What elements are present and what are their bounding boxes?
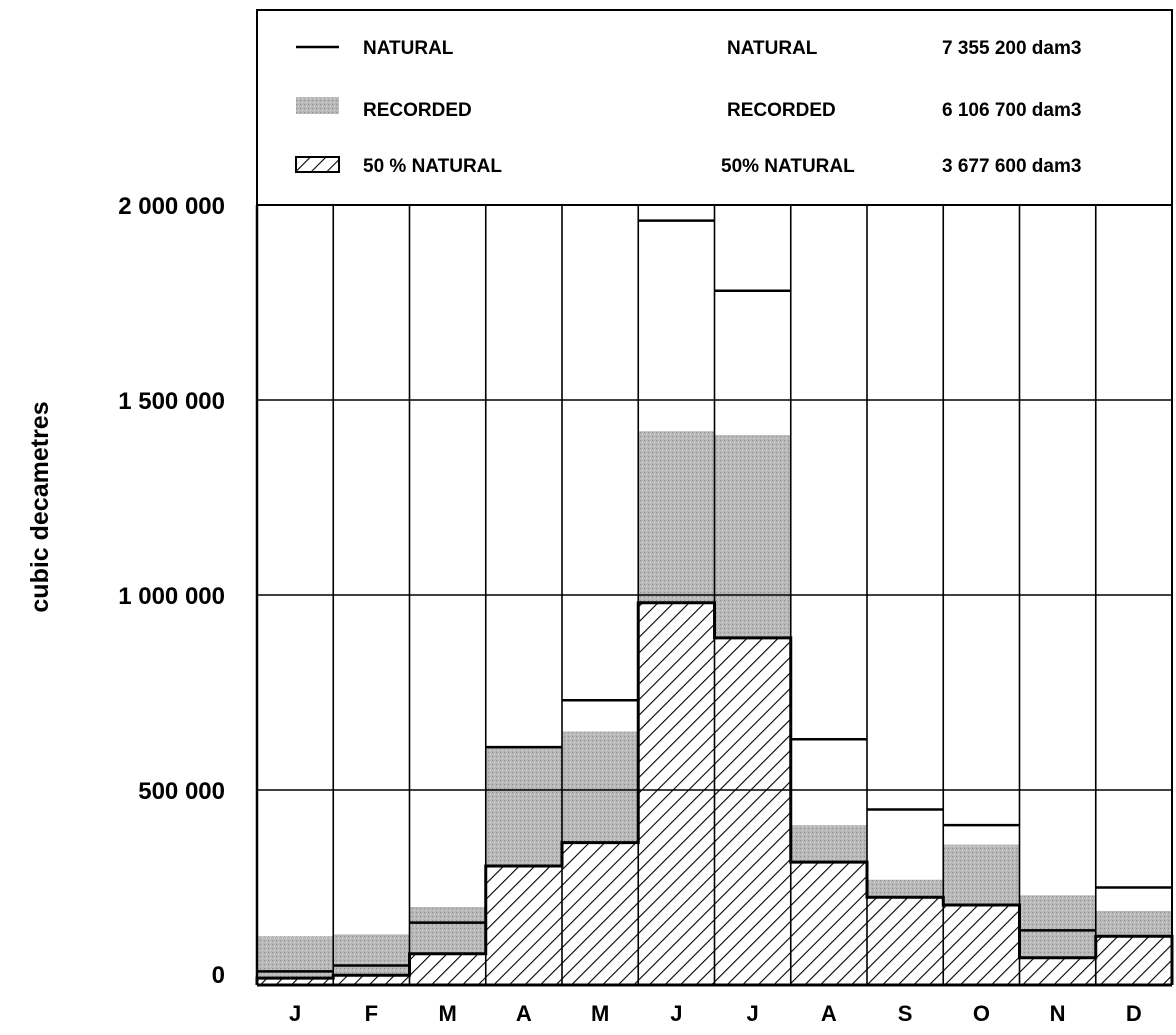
legend-total-label-hatched: 50% NATURAL (721, 156, 855, 177)
x-category-label: A (821, 1001, 837, 1026)
x-category-label: A (516, 1001, 532, 1026)
legend-recorded-swatch (296, 97, 339, 114)
half-natural-bar-11 (1019, 957, 1096, 985)
half-natural-bar-9 (867, 897, 944, 985)
y-tick-label: 1 000 000 (118, 583, 225, 610)
half-natural-bar-7 (714, 637, 791, 985)
y-tick-label: 0 (212, 962, 225, 989)
legend-hatched-swatch (295, 156, 340, 173)
half-natural-bar-5 (562, 842, 639, 985)
x-category-label: O (973, 1001, 990, 1026)
x-category-label: N (1050, 1001, 1066, 1026)
y-tick-label: 500 000 (138, 778, 225, 805)
half-natural-bar-10 (943, 905, 1020, 985)
x-category-label: J (289, 1001, 301, 1026)
half-natural-bar-3 (409, 953, 486, 985)
x-category-label: M (591, 1001, 609, 1026)
x-category-label: J (670, 1001, 682, 1026)
legend-total-label-recorded: RECORDED (727, 100, 836, 121)
half-natural-bar-2 (333, 975, 410, 985)
x-category-label: D (1126, 1001, 1142, 1026)
y-tick-label: 2 000 000 (118, 193, 225, 220)
half-natural-bar-12 (1095, 936, 1172, 985)
legend-label-recorded: RECORDED (363, 100, 472, 121)
legend-total-recorded: 6 106 700 dam3 (942, 100, 1081, 121)
y-axis-ticks: 0 500 000 1 000 000 1 500 000 2 000 000 (118, 193, 225, 989)
y-tick-label: 1 500 000 (118, 388, 225, 415)
half-natural-bar-8 (790, 862, 867, 985)
legend-box (256, 9, 1173, 206)
y-axis-label: cubic decametres (26, 401, 54, 612)
half-natural-bar-4 (485, 866, 562, 985)
legend: NATURAL RECORDED 50 % NATURAL NATURAL RE… (295, 38, 1081, 177)
half-natural-bar-1 (257, 978, 334, 985)
legend-total-hatched: 3 677 600 dam3 (942, 156, 1081, 177)
x-category-label: S (898, 1001, 913, 1026)
plot-frame (255, 204, 1173, 987)
half-natural-bar-6 (638, 602, 715, 985)
x-category-label: M (438, 1001, 456, 1026)
x-category-label: J (747, 1001, 759, 1026)
natural-series (257, 219, 1172, 973)
gridlines (257, 205, 1172, 985)
x-category-label: F (365, 1001, 378, 1026)
legend-label-hatched: 50 % NATURAL (363, 156, 502, 177)
legend-total-label-natural: NATURAL (727, 38, 818, 59)
legend-total-natural: 7 355 200 dam3 (942, 38, 1081, 59)
legend-label-natural: NATURAL (363, 38, 454, 59)
